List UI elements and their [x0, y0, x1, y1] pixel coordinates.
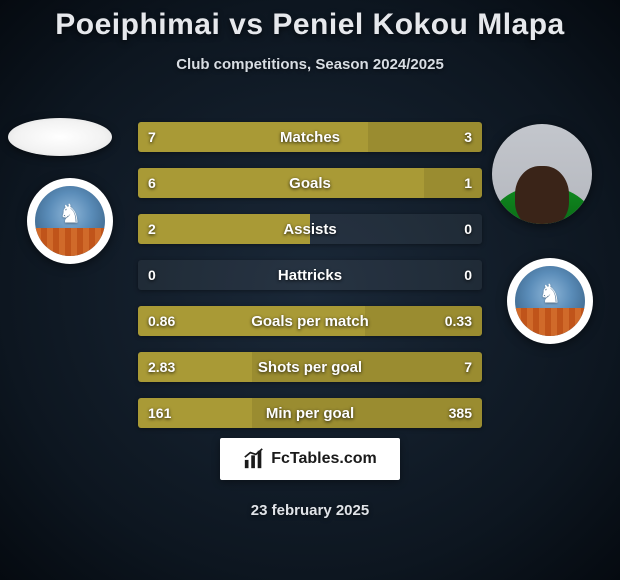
player-right-avatar [492, 124, 592, 224]
stat-value-right: 0 [464, 260, 472, 290]
club-badge-left-inner: ♞ [35, 186, 105, 256]
stats-table: 73Matches61Goals20Assists00Hattricks0.86… [138, 122, 482, 444]
stat-value-left: 0 [148, 260, 156, 290]
player-left-avatar [8, 118, 112, 156]
club-badge-right-inner: ♞ [515, 266, 585, 336]
stat-value-right: 385 [449, 398, 472, 428]
stat-row: 0.860.33Goals per match [138, 306, 482, 336]
horse-icon: ♞ [58, 199, 81, 230]
bar-right [424, 168, 482, 198]
stat-row: 161385Min per goal [138, 398, 482, 428]
logo-text: FcTables.com [271, 450, 377, 468]
club-badge-left: ♞ [27, 178, 113, 264]
stat-value-right: 7 [464, 352, 472, 382]
bar-right [252, 352, 482, 382]
stat-value-left: 2 [148, 214, 156, 244]
stat-value-left: 2.83 [148, 352, 175, 382]
date-label: 23 february 2025 [0, 502, 620, 519]
stat-value-right: 0 [464, 214, 472, 244]
stat-label: Hattricks [138, 260, 482, 290]
stat-row: 0 0Hattricks [138, 260, 482, 290]
chart-icon [243, 448, 265, 470]
bar-left [138, 122, 368, 152]
club-badge-right: ♞ [507, 258, 593, 344]
stat-value-right: 3 [464, 122, 472, 152]
stat-row: 2.837Shots per goal [138, 352, 482, 382]
stat-value-left: 161 [148, 398, 171, 428]
horse-icon: ♞ [538, 279, 561, 310]
player-face [515, 166, 569, 224]
site-logo: FcTables.com [220, 438, 400, 480]
page-title: Poeiphimai vs Peniel Kokou Mlapa [0, 8, 620, 42]
stat-value-right: 1 [464, 168, 472, 198]
page-subtitle: Club competitions, Season 2024/2025 [0, 56, 620, 73]
stat-row: 61Goals [138, 168, 482, 198]
stat-row: 73Matches [138, 122, 482, 152]
stat-value-left: 0.86 [148, 306, 175, 336]
bar-left [138, 214, 310, 244]
infographic-container: Poeiphimai vs Peniel Kokou Mlapa Club co… [0, 0, 620, 580]
badge-stripe [35, 228, 105, 256]
bar-right [252, 398, 482, 428]
stat-value-left: 7 [148, 122, 156, 152]
stat-value-left: 6 [148, 168, 156, 198]
badge-stripe [515, 308, 585, 336]
stat-row: 20Assists [138, 214, 482, 244]
bar-left [138, 168, 424, 198]
stat-value-right: 0.33 [445, 306, 472, 336]
